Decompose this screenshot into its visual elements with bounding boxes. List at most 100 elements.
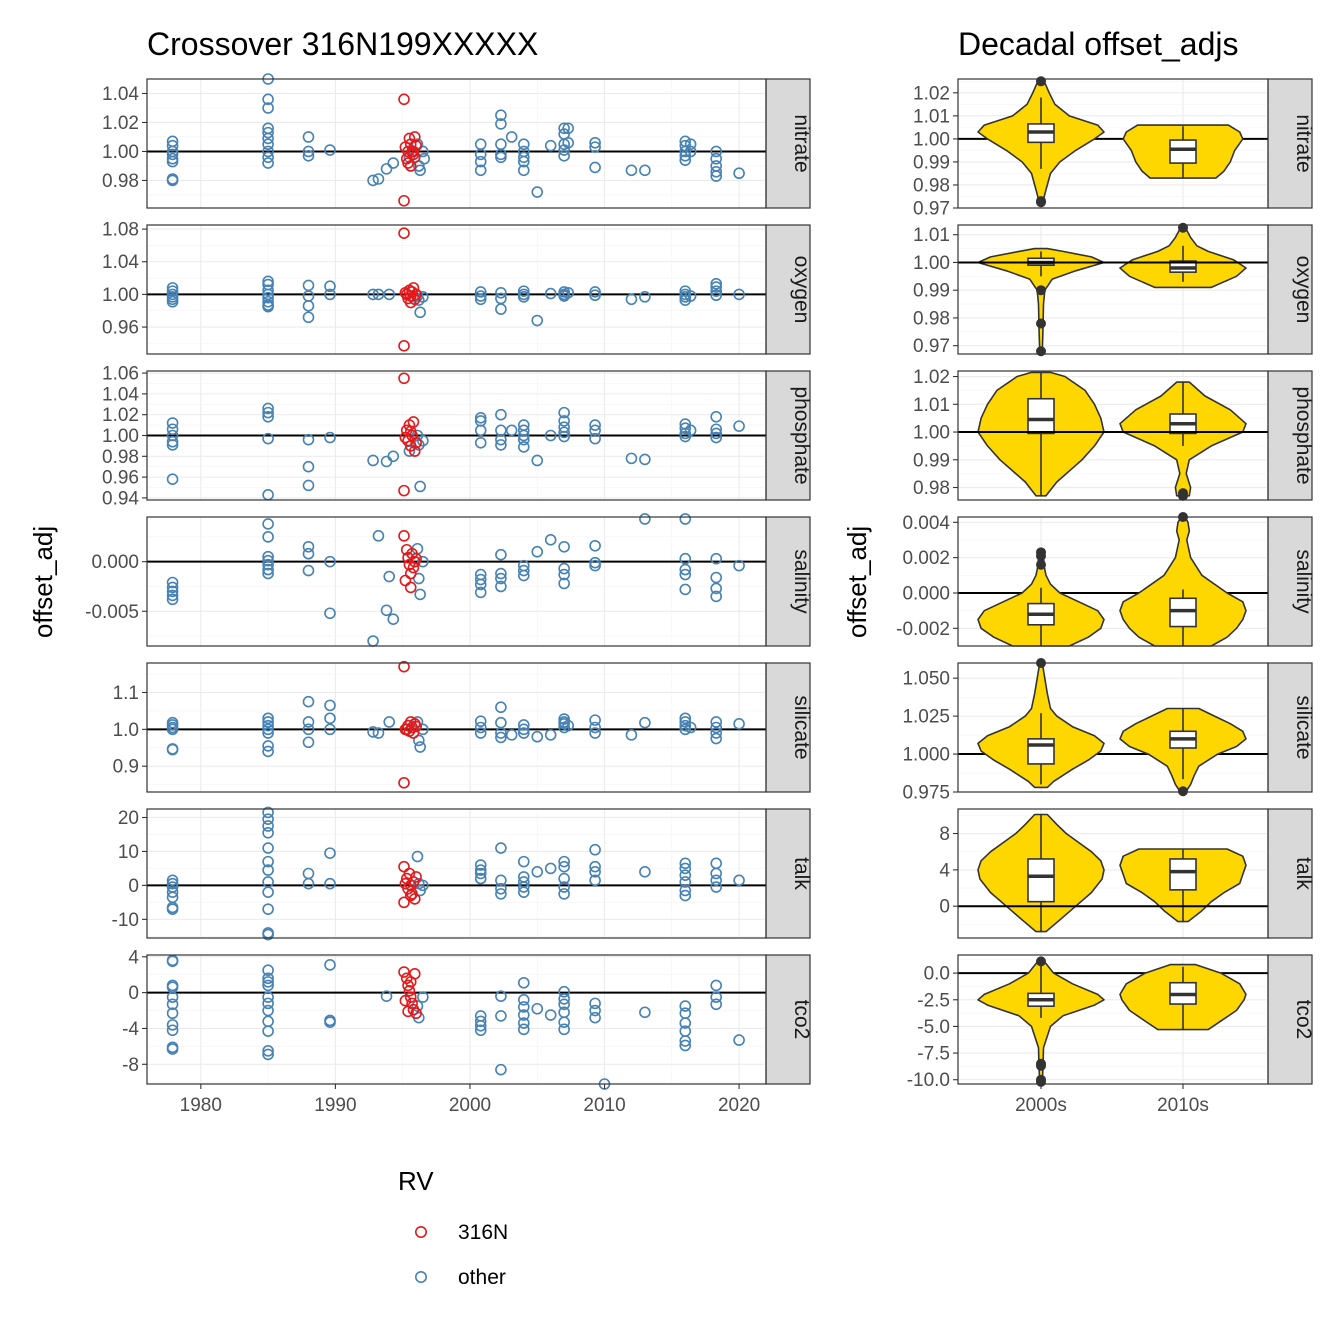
data-point-other xyxy=(324,723,336,736)
data-point-other xyxy=(166,435,179,448)
data-point-other xyxy=(531,1002,544,1015)
data-point-other xyxy=(324,280,336,293)
data-point-other xyxy=(262,102,274,114)
crossover-oxygen-y-tick-label: 1.08 xyxy=(102,220,139,241)
data-point-other xyxy=(383,716,396,728)
data-point-other xyxy=(710,289,723,302)
x-tick-label: 2020 xyxy=(718,1095,760,1116)
data-point-other xyxy=(589,874,601,887)
crossover-nitrate-points xyxy=(166,73,745,207)
data-point-other xyxy=(474,1015,487,1028)
data-point-316n xyxy=(399,286,412,299)
data-point-other xyxy=(417,991,429,1003)
data-point-other xyxy=(684,145,697,158)
crossover-talk-points xyxy=(166,806,745,941)
decadal-nitrate-group-2010s xyxy=(1122,124,1244,179)
crossover-tco2-strip: tco2 xyxy=(765,954,813,1085)
crossover-tco2-strip-box xyxy=(765,954,811,1085)
decadal-talk-strip: talk xyxy=(1267,808,1315,939)
data-point-other xyxy=(372,727,385,739)
data-point-other xyxy=(639,513,651,525)
data-point-other xyxy=(544,429,557,442)
decadal-phosphate-group-2010s xyxy=(1119,381,1247,501)
crossover-phosphate-points xyxy=(166,372,745,501)
data-point-other xyxy=(302,145,315,158)
data-point-316n xyxy=(404,138,417,151)
crossover-talk-strip: talk xyxy=(765,808,813,939)
data-point-316n xyxy=(402,1005,414,1018)
decadal-silicate-strip-box xyxy=(1267,662,1313,793)
data-point-other xyxy=(302,131,315,143)
data-point-other xyxy=(562,136,574,149)
decadal-oxygen-y-tick-label: 0.98 xyxy=(913,308,950,329)
data-point-other xyxy=(517,285,530,297)
decadal-tco2-y-tick-label: 0.0 xyxy=(924,964,950,985)
data-point-other xyxy=(495,731,507,744)
data-point-other xyxy=(531,545,544,558)
data-point-other xyxy=(684,721,697,734)
data-point-316n xyxy=(398,484,410,497)
crossover-tco2-y-tick-label: -4 xyxy=(122,1019,139,1040)
x-tick-label: 1990 xyxy=(314,1095,356,1116)
decadal-oxygen-panel: oxygen 1.01 1.00 0.99 0.98 0.97 xyxy=(913,222,1315,357)
crossover-phosphate-y-tick-label: 1.06 xyxy=(102,364,139,385)
data-point-other xyxy=(302,460,315,473)
decadal-nitrate-strip: nitrate xyxy=(1267,78,1315,209)
data-point-other xyxy=(495,882,507,895)
data-point-other xyxy=(262,132,274,145)
data-point-316n xyxy=(410,720,422,733)
data-point-other xyxy=(684,138,697,151)
data-point-other xyxy=(558,993,570,1005)
data-point-other xyxy=(679,889,692,902)
data-point-other xyxy=(679,1017,692,1029)
data-point-other xyxy=(531,454,544,467)
decadal-phosphate-panel: phosphate 1.02 1.01 1.00 0.99 0.98 xyxy=(913,367,1315,501)
data-point-other xyxy=(589,860,601,873)
data-point-other xyxy=(710,582,723,595)
decadal-oxygen-y-tick-label: 1.01 xyxy=(913,225,950,246)
decadal-nitrate-y-tick-label: 0.99 xyxy=(913,152,950,173)
crossover-nitrate-y-tick-label: 1.04 xyxy=(102,84,139,105)
outlier-2000s xyxy=(1036,76,1046,87)
data-point-other xyxy=(262,997,274,1010)
crossover-phosphate-y-tick-label: 0.98 xyxy=(102,447,139,468)
decadal-salinity-y-tick-label: 0.002 xyxy=(902,548,950,569)
data-point-other xyxy=(558,872,570,885)
data-point-other xyxy=(710,410,723,423)
data-point-other xyxy=(262,903,274,915)
data-point-other xyxy=(517,569,530,582)
data-point-other xyxy=(679,884,692,897)
crossover-scatter-panels: nitrate1.041.021.000.98oxygen1.081.041.0… xyxy=(85,73,813,1116)
decadal-tco2-y-tick-label: -10.0 xyxy=(907,1070,950,1091)
data-point-other xyxy=(517,976,530,989)
legend-key-316n xyxy=(414,1226,427,1239)
data-point-other xyxy=(639,716,651,729)
outlier-2000s xyxy=(1036,318,1046,329)
decadal-tco2-group-2000s xyxy=(977,956,1105,1087)
decadal-phosphate-strip-box xyxy=(1267,370,1313,501)
data-point-other xyxy=(495,118,507,130)
data-point-other xyxy=(166,886,179,898)
data-point-other xyxy=(262,300,274,313)
data-point-other xyxy=(262,410,274,423)
data-point-other xyxy=(710,427,723,440)
data-point-other xyxy=(474,715,487,728)
decadal-oxygen-strip-box xyxy=(1267,224,1313,355)
crossover-oxygen-strip-box xyxy=(765,224,811,355)
crossover-tco2-background xyxy=(147,955,766,1084)
decadal-talk-y-tick-label: 0 xyxy=(939,897,950,918)
data-point-other xyxy=(474,1019,487,1032)
data-point-other xyxy=(474,1024,487,1037)
data-point-other xyxy=(710,552,723,565)
data-point-other xyxy=(558,881,570,893)
data-point-other xyxy=(324,699,336,712)
data-point-other xyxy=(166,874,179,887)
data-point-other xyxy=(589,419,601,431)
data-point-other xyxy=(505,131,518,143)
data-point-other xyxy=(367,726,379,738)
data-point-other xyxy=(589,1011,601,1024)
data-point-other xyxy=(302,716,315,728)
data-point-other xyxy=(474,867,487,880)
data-point-other xyxy=(262,402,274,415)
data-point-other xyxy=(589,843,601,856)
